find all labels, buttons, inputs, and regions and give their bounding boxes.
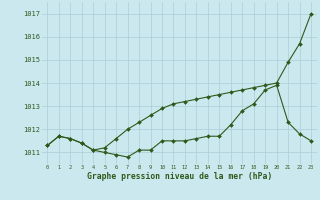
X-axis label: Graphe pression niveau de la mer (hPa): Graphe pression niveau de la mer (hPa) bbox=[87, 172, 272, 181]
